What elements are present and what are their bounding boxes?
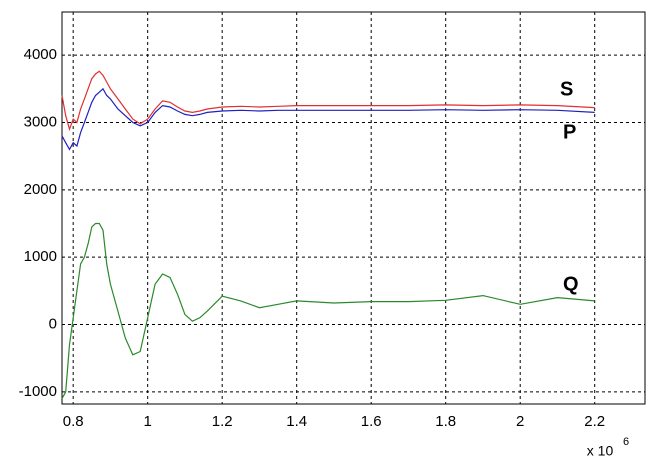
series-line [61,70,595,132]
x-tick-label: 2.2 [584,413,605,430]
x-tick-label: 1.8 [435,413,456,430]
y-tick-label: 1000 [24,248,57,265]
y-tick-label: 2000 [24,181,57,198]
y-tick-label: 3000 [24,113,57,130]
x-tick-label: 1 [144,413,152,430]
series-label: P [563,121,576,143]
y-tick-label: 4000 [24,46,57,63]
series-label: S [560,78,573,100]
series-label: Q [563,273,579,295]
plot-area [61,11,646,405]
y-tick-label: -1000 [19,383,57,400]
x-tick-label: 1.6 [361,413,382,430]
x-tick-label: 1.4 [286,413,307,430]
series-line [61,222,595,399]
x-multiplier-exponent: 6 [623,436,629,448]
x-tick-label: 1.2 [212,413,233,430]
x-tick-label: 0.8 [63,413,84,430]
x-tick-label: 2 [516,413,524,430]
series-line [61,87,595,151]
y-tick-label: 0 [49,315,57,332]
x-multiplier: x 10 [587,443,614,459]
